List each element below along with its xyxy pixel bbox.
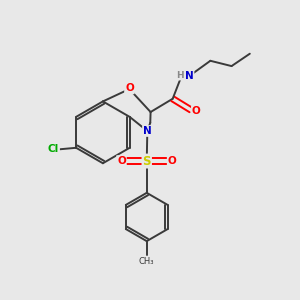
Text: O: O	[117, 156, 126, 166]
Text: O: O	[168, 156, 176, 166]
Text: S: S	[142, 154, 151, 167]
Text: CH₃: CH₃	[139, 257, 154, 266]
Text: Cl: Cl	[48, 144, 59, 154]
Text: O: O	[125, 83, 134, 94]
Text: H: H	[176, 71, 184, 80]
Text: O: O	[192, 106, 201, 116]
Text: N: N	[143, 126, 152, 136]
Text: N: N	[185, 71, 194, 81]
